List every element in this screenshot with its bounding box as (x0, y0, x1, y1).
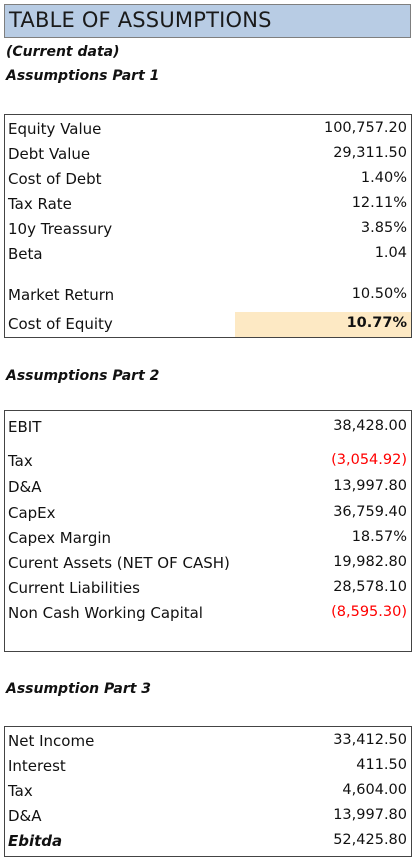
table-row: Net Income 33,412.50 (5, 729, 411, 754)
table-row: Beta 1.04 (5, 242, 411, 267)
row-label: D&A (8, 478, 42, 496)
row-value: 411.50 (356, 757, 407, 773)
row-value: 4,604.00 (342, 782, 407, 798)
table-row: Interest 411.50 (5, 754, 411, 779)
table-row: CapEx 36,759.40 (5, 501, 411, 526)
table-title-bar: TABLE OF ASSUMPTIONS (4, 4, 411, 38)
row-label: Non Cash Working Capital (8, 604, 203, 622)
row-value: 36,759.40 (333, 504, 407, 520)
table-row: D&A 13,997.80 (5, 475, 411, 500)
table-row: Debt Value 29,311.50 (5, 142, 411, 167)
table-row: Tax (3,054.92) (5, 449, 411, 474)
part2-heading: Assumptions Part 2 (6, 368, 160, 384)
assumptions-part1-table: Equity Value 100,757.20 Debt Value 29,31… (4, 114, 412, 338)
row-value: 18.57% (351, 529, 407, 545)
row-label: Capex Margin (8, 529, 112, 547)
row-value: (3,054.92) (331, 452, 407, 468)
table-row: Market Return 10.50% (5, 283, 411, 308)
current-data-note: (Current data) (6, 44, 120, 60)
table-row: Curent Assets (NET OF CASH) 19,982.80 (5, 551, 411, 576)
table-row: Equity Value 100,757.20 (5, 117, 411, 142)
row-value: 10.50% (351, 286, 407, 302)
row-value: 10.77% (346, 315, 407, 331)
row-label: Current Liabilities (8, 579, 140, 597)
row-label: EBIT (8, 418, 42, 436)
table-row: Cost of Debt 1.40% (5, 167, 411, 192)
table-row: Current Liabilities 28,578.10 (5, 576, 411, 601)
highlight-cell (235, 312, 411, 337)
row-value: (8,595.30) (331, 604, 407, 620)
table-row: EBIT 38,428.00 (5, 415, 411, 440)
row-label: Cost of Equity (8, 315, 113, 333)
table-row: Tax 4,604.00 (5, 779, 411, 804)
part3-heading: Assumption Part 3 (6, 681, 152, 697)
row-value: 33,412.50 (333, 732, 407, 748)
row-label: 10y Treassury (8, 220, 113, 238)
row-value: 19,982.80 (333, 554, 407, 570)
table-row-highlighted: Cost of Equity 10.77% (5, 312, 411, 337)
assumptions-part3-table: Net Income 33,412.50 Interest 411.50 Tax… (4, 726, 412, 857)
row-label: Equity Value (8, 120, 102, 138)
row-label: Tax (8, 452, 33, 470)
table-row-total: Ebitda 52,425.80 (5, 829, 411, 854)
row-value: 100,757.20 (323, 120, 407, 136)
row-label: Ebitda (8, 832, 63, 850)
row-value: 29,311.50 (333, 145, 407, 161)
page-title: TABLE OF ASSUMPTIONS (9, 8, 272, 32)
row-label: Tax (8, 782, 33, 800)
row-label: Cost of Debt (8, 170, 102, 188)
row-label: Beta (8, 245, 43, 263)
row-value: 52,425.80 (333, 832, 407, 848)
table-row: Capex Margin 18.57% (5, 526, 411, 551)
row-value: 3.85% (360, 220, 407, 236)
row-value: 28,578.10 (333, 579, 407, 595)
table-row: 10y Treassury 3.85% (5, 217, 411, 242)
row-label: Market Return (8, 286, 115, 304)
row-label: Debt Value (8, 145, 91, 163)
part1-heading: Assumptions Part 1 (6, 68, 160, 84)
row-value: 12.11% (351, 195, 407, 211)
table-row: Non Cash Working Capital (8,595.30) (5, 601, 411, 626)
row-label: Net Income (8, 732, 95, 750)
row-label: D&A (8, 807, 42, 825)
table-row: D&A 13,997.80 (5, 804, 411, 829)
row-label: CapEx (8, 504, 56, 522)
row-value: 38,428.00 (333, 418, 407, 434)
row-label: Tax Rate (8, 195, 72, 213)
row-value: 1.04 (374, 245, 407, 261)
row-value: 1.40% (360, 170, 407, 186)
assumptions-part2-table: EBIT 38,428.00 Tax (3,054.92) D&A 13,997… (4, 410, 412, 652)
row-value: 13,997.80 (333, 478, 407, 494)
row-value: 13,997.80 (333, 807, 407, 823)
row-label: Interest (8, 757, 66, 775)
table-row: Tax Rate 12.11% (5, 192, 411, 217)
row-label: Curent Assets (NET OF CASH) (8, 554, 230, 572)
